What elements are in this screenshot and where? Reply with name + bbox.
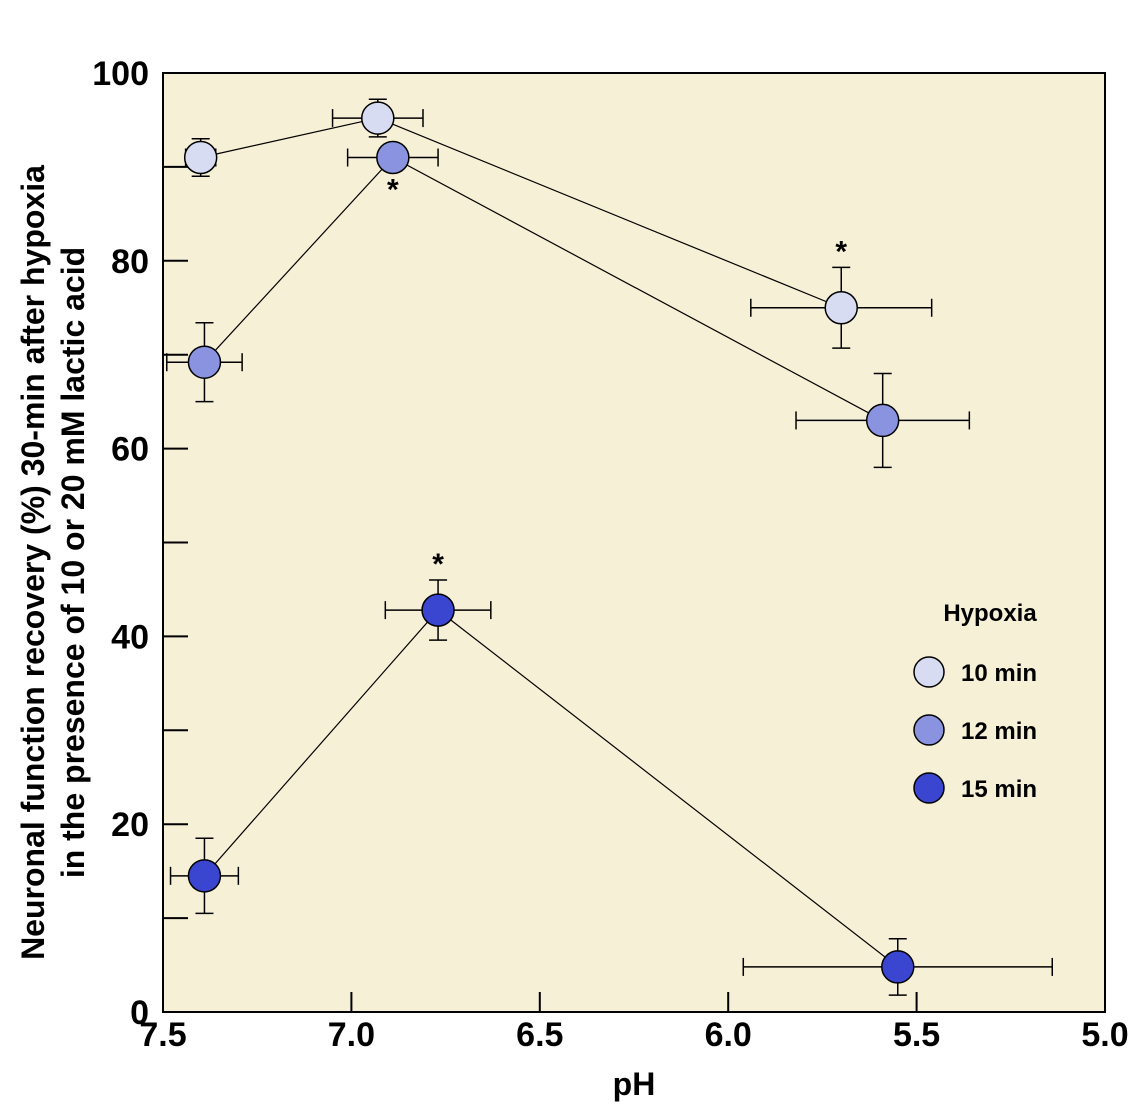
series-12-min: * (166, 140, 971, 469)
significance-star: * (835, 235, 847, 268)
series-15-min: * (169, 548, 1053, 996)
legend-label: 15 min (961, 776, 1037, 803)
data-point (361, 101, 395, 135)
legend: Hypoxia 10 min 12 min 15 min (913, 600, 1037, 804)
x-tick-label: 5.5 (893, 1016, 940, 1054)
data-point (865, 403, 900, 438)
y-tick-label: 40 (111, 618, 149, 656)
legend-marker (913, 714, 945, 746)
significance-star: * (387, 174, 399, 207)
data-point (421, 593, 455, 627)
legend-marker (913, 656, 945, 688)
x-tick-label: 5.0 (1081, 1016, 1128, 1054)
significance-star: * (432, 548, 444, 581)
x-tick-label: 7.0 (328, 1016, 375, 1054)
series-10-min: * (183, 98, 933, 349)
y-axis-title-line-2: in the presence of 10 or 20 mM lactic ac… (55, 247, 91, 878)
y-tick-label: 100 (92, 55, 149, 93)
y-tick-label: 60 (111, 431, 149, 469)
plot-area (162, 72, 1106, 1013)
x-tick-label: 6.5 (516, 1016, 563, 1054)
series-layer: * * * (166, 98, 1053, 996)
y-tick-label: 20 (111, 806, 149, 844)
data-point (187, 345, 222, 379)
legend-marker (913, 772, 945, 804)
data-point (881, 950, 915, 984)
data-point (187, 859, 222, 893)
data-point (376, 140, 410, 175)
y-tick-label: 80 (111, 243, 149, 281)
x-tick-label: 7.5 (139, 1016, 186, 1054)
x-tick-label: 6.0 (705, 1016, 752, 1054)
legend-label: 12 min (961, 718, 1037, 745)
data-point (183, 140, 218, 175)
x-axis-title: pH (613, 1066, 656, 1102)
y-tick-label: 0 (130, 994, 149, 1032)
legend-label: 10 min (961, 660, 1037, 687)
axis-layer: 7.5 7.0 6.5 6.0 5.5 5.0 0 20 40 60 80 100 (92, 55, 1128, 1054)
legend-title: Hypoxia (943, 600, 1037, 627)
data-point (824, 291, 858, 325)
y-axis-title-line-1: Neuronal function recovery (%) 30-min af… (15, 165, 51, 960)
y-axis-title: Neuronal function recovery (%) 30-min af… (15, 165, 91, 960)
